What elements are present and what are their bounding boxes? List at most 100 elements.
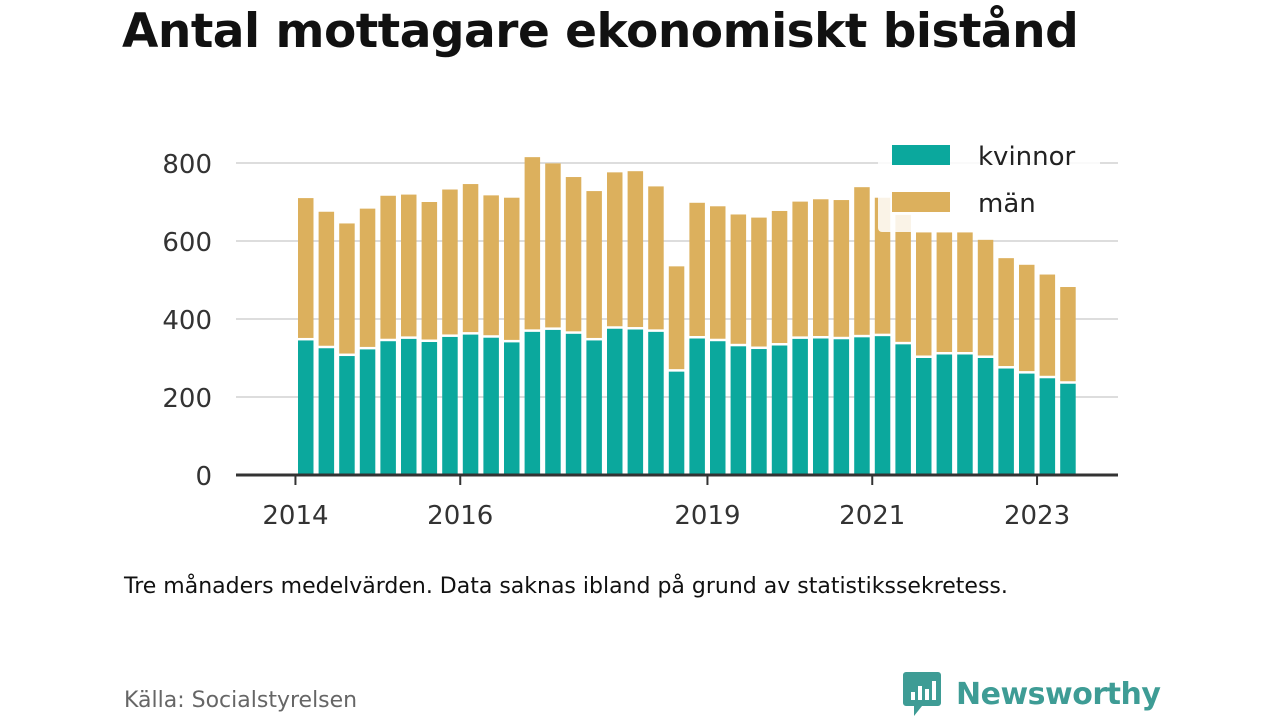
bar-kvinnor-2 xyxy=(339,356,355,475)
bar-man-37 xyxy=(1060,287,1076,382)
bar-kvinnor-24 xyxy=(792,338,808,475)
bar-kvinnor-22 xyxy=(751,349,767,475)
bar-man-22 xyxy=(751,217,767,347)
bar-man-20 xyxy=(710,206,726,339)
bar-kvinnor-25 xyxy=(813,338,829,475)
bar-man-29 xyxy=(895,214,911,342)
bar-kvinnor-33 xyxy=(977,358,994,475)
bar-kvinnor-31 xyxy=(936,354,953,475)
bars xyxy=(298,157,1076,475)
bar-kvinnor-9 xyxy=(483,337,499,475)
bar-man-17 xyxy=(648,186,664,330)
bar-kvinnor-14 xyxy=(586,340,602,475)
bar-kvinnor-36 xyxy=(1039,378,1056,475)
legend-label-kvinnor: kvinnor xyxy=(978,142,1076,172)
legend-label-man: män xyxy=(978,189,1036,219)
bar-kvinnor-21 xyxy=(730,346,747,475)
bar-man-15 xyxy=(607,172,623,327)
y-tick-label-600: 600 xyxy=(162,228,212,258)
bar-kvinnor-0 xyxy=(298,340,314,475)
bar-man-4 xyxy=(380,195,396,339)
bar-man-25 xyxy=(813,199,829,336)
bar-man-0 xyxy=(298,198,314,338)
bar-man-5 xyxy=(401,194,417,337)
bar-man-27 xyxy=(854,187,870,335)
bar-man-14 xyxy=(586,191,602,338)
y-tick-label-0: 0 xyxy=(195,462,212,492)
bar-kvinnor-37 xyxy=(1060,383,1076,475)
bar-kvinnor-19 xyxy=(689,338,705,475)
source-credit: Källa: Socialstyrelsen xyxy=(124,688,358,713)
bar-kvinnor-27 xyxy=(854,337,870,475)
bar-man-36 xyxy=(1039,274,1056,376)
bar-kvinnor-28 xyxy=(874,336,891,475)
chart-note: Tre månaders medelvärden. Data saknas ib… xyxy=(124,574,1008,599)
x-tick-label-2023: 2023 xyxy=(1004,501,1070,531)
bar-kvinnor-32 xyxy=(957,354,973,475)
bar-man-33 xyxy=(977,239,994,356)
bar-man-26 xyxy=(833,200,850,337)
bar-kvinnor-1 xyxy=(318,348,335,475)
bar-kvinnor-7 xyxy=(442,336,458,475)
bar-man-21 xyxy=(730,214,747,344)
bar-man-31 xyxy=(936,232,953,352)
bar-man-11 xyxy=(524,157,541,330)
bar-man-16 xyxy=(627,171,644,328)
bar-man-10 xyxy=(504,197,520,340)
bar-man-23 xyxy=(771,210,788,344)
bar-man-34 xyxy=(998,258,1014,367)
bar-man-35 xyxy=(1019,264,1035,372)
bar-kvinnor-18 xyxy=(668,371,685,475)
bar-man-9 xyxy=(483,195,499,336)
bar-kvinnor-35 xyxy=(1019,373,1035,475)
bar-kvinnor-23 xyxy=(771,345,788,475)
legend-swatch-kvinnor xyxy=(892,145,950,165)
x-axis-ticks: 2014 2016 2019 2021 2023 xyxy=(262,475,1070,531)
x-tick-label-2014: 2014 xyxy=(262,501,328,531)
bar-man-6 xyxy=(421,202,438,340)
bar-kvinnor-29 xyxy=(895,344,911,475)
bar-chart-speech-bubble-icon xyxy=(903,672,941,716)
bar-kvinnor-17 xyxy=(648,331,664,475)
bar-kvinnor-20 xyxy=(710,341,726,475)
bar-man-30 xyxy=(916,232,932,356)
bar-kvinnor-10 xyxy=(504,342,520,475)
bar-man-3 xyxy=(359,208,376,347)
bar-kvinnor-15 xyxy=(607,328,623,475)
legend: kvinnor män xyxy=(878,132,1100,232)
bar-kvinnor-34 xyxy=(998,368,1014,475)
bar-man-19 xyxy=(689,202,705,336)
bar-kvinnor-11 xyxy=(524,331,541,475)
bar-kvinnor-12 xyxy=(545,329,561,475)
y-tick-label-800: 800 xyxy=(162,150,212,180)
bar-kvinnor-4 xyxy=(380,341,396,475)
bar-kvinnor-16 xyxy=(627,329,644,475)
x-tick-label-2019: 2019 xyxy=(674,501,740,531)
y-tick-label-200: 200 xyxy=(162,384,212,414)
bar-man-1 xyxy=(318,211,335,346)
bar-kvinnor-30 xyxy=(916,358,932,475)
bar-kvinnor-26 xyxy=(833,339,850,475)
y-axis-ticks: 0 200 400 600 800 xyxy=(162,150,212,492)
y-tick-label-400: 400 xyxy=(162,306,212,336)
brand-logo: Newsworthy xyxy=(902,670,1161,718)
bar-man-13 xyxy=(565,177,582,332)
bar-kvinnor-8 xyxy=(462,334,479,475)
chart-title: Antal mottagare ekonomiskt bistånd xyxy=(122,4,1079,59)
bar-man-24 xyxy=(792,201,808,337)
bar-kvinnor-5 xyxy=(401,338,417,475)
stacked-bar-chart: 0 200 400 600 800 2014 2016 2019 2021 2023 kvinn… xyxy=(162,132,1118,531)
bar-man-18 xyxy=(668,266,685,370)
x-tick-label-2016: 2016 xyxy=(427,501,493,531)
bar-man-2 xyxy=(339,223,355,354)
bar-kvinnor-13 xyxy=(565,333,582,475)
bar-kvinnor-3 xyxy=(359,349,376,475)
bar-man-32 xyxy=(957,232,973,352)
brand-name: Newsworthy xyxy=(956,676,1161,712)
x-tick-label-2021: 2021 xyxy=(839,501,905,531)
bar-kvinnor-6 xyxy=(421,342,438,475)
bar-man-7 xyxy=(442,189,458,335)
bar-man-12 xyxy=(545,163,561,328)
bar-man-8 xyxy=(462,184,479,333)
legend-swatch-man xyxy=(892,192,950,212)
